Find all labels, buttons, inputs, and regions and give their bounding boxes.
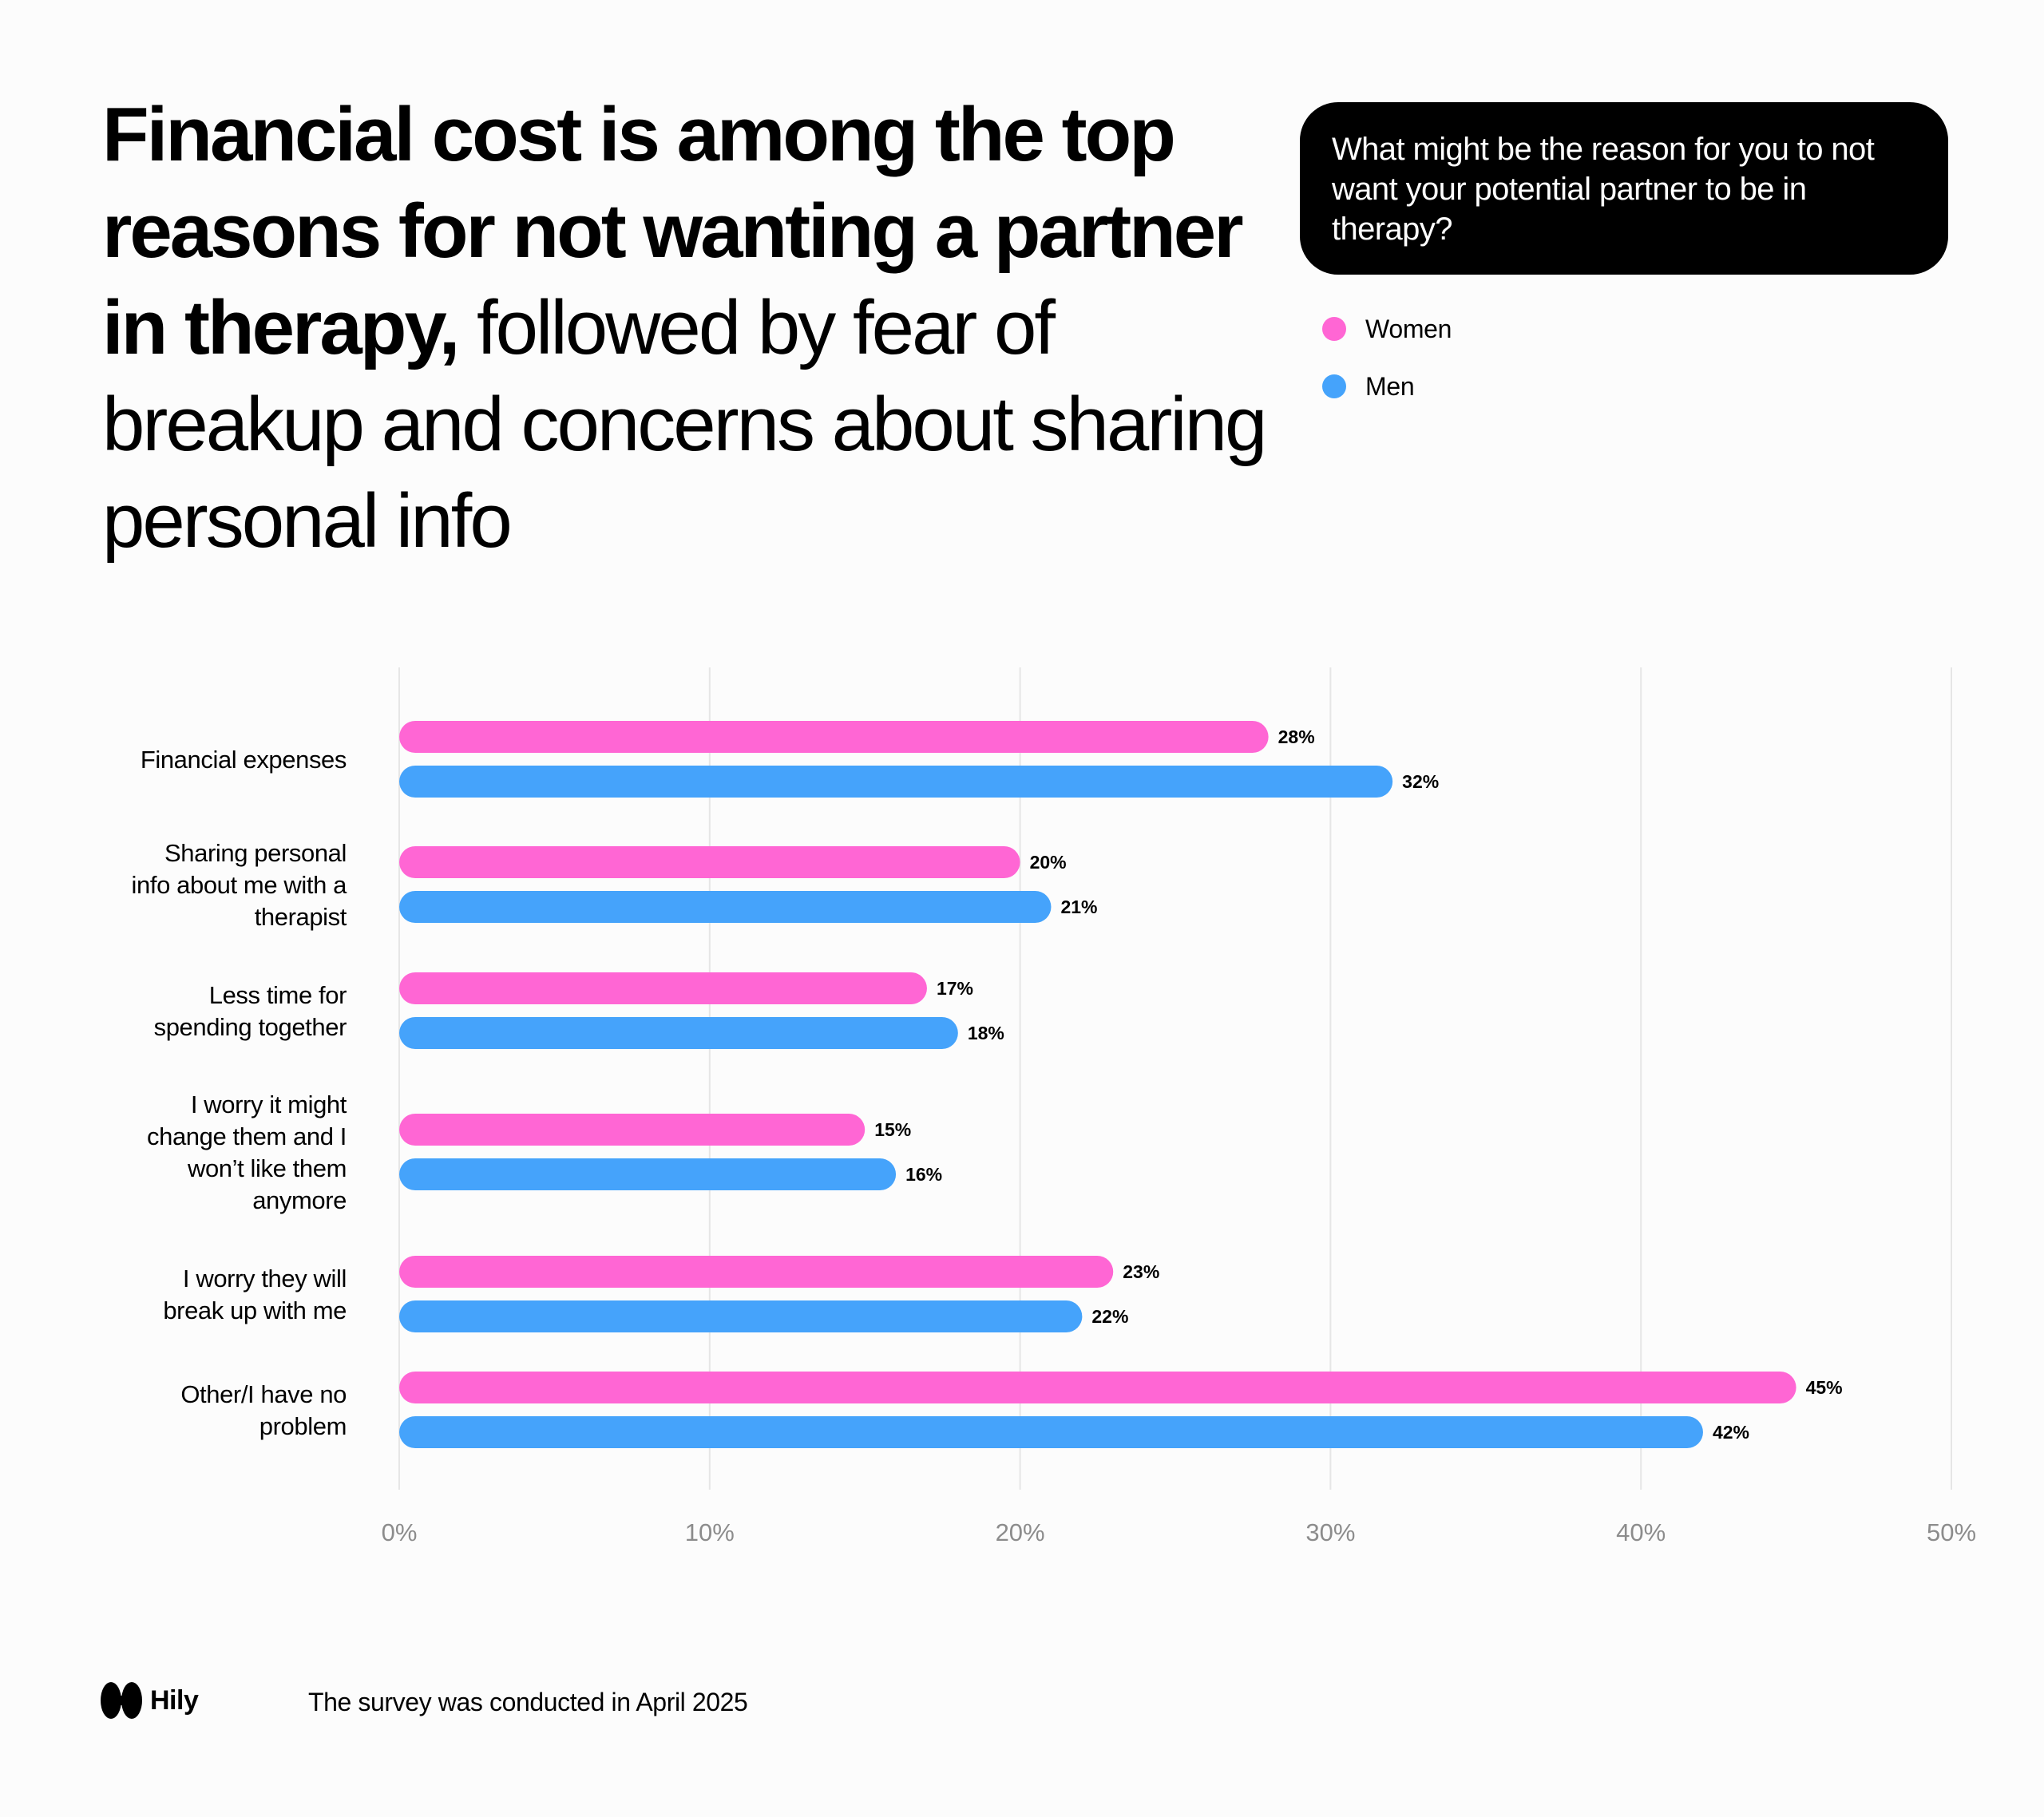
bar-men-2 [399,1017,958,1049]
data-label-women: 20% [1030,852,1067,873]
legend-label-women: Women [1365,314,1452,343]
x-tick-label: 30% [1305,1518,1355,1546]
bar-men-4 [399,1300,1083,1332]
hily-logo: Hily [101,1681,199,1720]
category-label: therapist [255,903,347,931]
legend-dot-men [1322,374,1346,398]
data-label-men: 21% [1060,897,1097,917]
headline-bold: Financial cost is among the top reasons … [102,92,1244,370]
data-label-men: 42% [1713,1422,1749,1443]
bar-men-5 [399,1416,1703,1448]
category-label: Less time for [209,981,347,1009]
category-label: info about me with a [132,871,348,899]
hily-logo-icon [101,1682,142,1719]
category-label: won’t like them [187,1154,347,1182]
data-label-women: 17% [937,978,973,999]
data-label-women: 23% [1123,1261,1159,1282]
headline: Financial cost is among the top reasons … [102,86,1284,569]
bar-women-5 [399,1372,1796,1403]
x-tick-label: 40% [1616,1518,1666,1546]
survey-question-box: What might be the reason for you to not … [1300,102,1948,275]
bar-men-3 [399,1158,897,1190]
legend-dot-women [1322,317,1346,341]
bar-women-3 [399,1114,866,1146]
x-tick-label: 0% [382,1518,418,1546]
category-label: problem [259,1412,347,1440]
category-label: I worry it might [191,1091,347,1118]
bar-chart: 0% 10% 20% 30% 40% 50% Financial expenses Shari… [132,667,1976,1546]
data-label-women: 45% [1806,1377,1843,1398]
survey-question-text: What might be the reason for you to not … [1332,132,1875,247]
hily-logo-text: Hily [150,1684,199,1716]
survey-date-note: The survey was conducted in April 2025 [308,1688,748,1716]
bar-women-0 [399,721,1269,753]
category-label: I worry they will [183,1265,347,1292]
category-label: change them and I [147,1122,347,1150]
category-label: Sharing personal [164,839,347,867]
category-label: break up with me [163,1296,347,1324]
data-label-women: 28% [1278,726,1315,747]
legend-item-women: Women [1322,310,1452,348]
bar-men-0 [399,766,1393,798]
category-label: Other/I have no [180,1380,347,1408]
bar-women-1 [399,846,1020,878]
data-label-men: 16% [905,1164,942,1185]
category-label: Financial expenses [141,746,347,774]
category-label: anymore [252,1186,347,1214]
bar-women-4 [399,1256,1114,1288]
bar-men-1 [399,891,1052,923]
x-tick-label: 20% [996,1518,1045,1546]
headline-regular: followed by fear of breakup and concerns… [102,285,1267,564]
data-label-men: 18% [968,1023,1004,1043]
data-label-men: 22% [1091,1306,1128,1327]
x-tick-label: 10% [685,1518,735,1546]
bar-women-2 [399,972,927,1004]
legend: Women Men [1322,310,1452,425]
x-tick-label: 50% [1927,1518,1976,1546]
category-label: spending together [154,1013,347,1041]
legend-item-men: Men [1322,367,1452,406]
data-label-men: 32% [1402,771,1439,792]
legend-label-men: Men [1365,371,1415,401]
data-label-women: 15% [874,1119,911,1140]
